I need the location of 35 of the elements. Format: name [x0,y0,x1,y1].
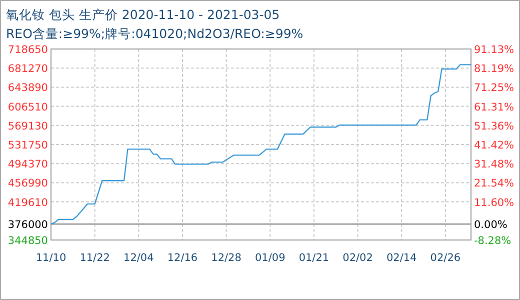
y2-tick-label: 91.13% [474,44,514,56]
x-tick-label: 11/22 [80,252,110,264]
y2-tick-label: 11.60% [474,196,514,209]
y2-tick-label: 61.31% [474,101,514,114]
y-tick-label: 681270 [8,63,48,76]
y-tick-label: 718650 [8,44,48,56]
y2-tick-label: 41.42% [474,140,514,152]
y2-tick-label: -8.28% [474,235,512,247]
x-tick-label: 12/28 [211,252,242,264]
y2-tick-label: 71.25% [474,82,514,94]
y-tick-label: 569130 [8,120,48,132]
y-tick-label: 344850 [8,235,48,247]
y-tick-label: 606510 [8,101,48,114]
y-tick-label: 494370 [8,158,48,171]
y2-tick-label: 21.54% [474,178,514,190]
x-tick-label: 02/26 [430,252,461,264]
x-tick-label: 02/02 [342,252,373,264]
y-tick-label: 531750 [8,140,48,152]
y-tick-label: 643890 [8,82,48,94]
y-tick-label: 376000 [8,219,48,232]
line-series [50,64,472,225]
x-tick-label: 02/14 [386,252,418,264]
chart-subtitle: REO含量:≥99%;牌号:041020;Nd2O3/REO:≥99% [6,26,304,41]
x-tick-label: 12/16 [167,252,198,264]
x-tick-label: 01/09 [255,252,286,264]
chart-title: 氧化钕 包头 生产价 2020-11-10 - 2021-03-05 [6,7,280,22]
y2-tick-label: 81.19% [474,63,514,76]
x-tick-label: 12/04 [124,252,154,264]
x-tick-label: 11/10 [36,252,66,264]
y2-tick-label: 51.36% [474,120,514,132]
y2-tick-label: 0.00% [474,219,508,232]
x-tick-label: 01/21 [298,252,330,264]
y-tick-label: 419610 [8,196,48,209]
y2-tick-label: 31.48% [474,158,514,171]
y-tick-label: 456990 [8,178,48,190]
